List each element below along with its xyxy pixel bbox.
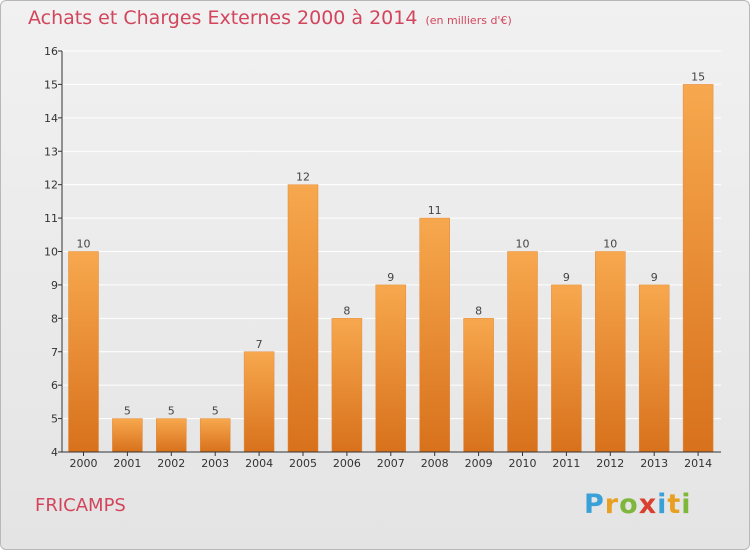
data-label-2001: 5 [124, 405, 131, 418]
y-tick-label: 7 [51, 346, 58, 359]
x-tick-label-2009: 2009 [465, 457, 493, 470]
data-label-2013: 9 [651, 271, 658, 284]
data-label-2009: 8 [475, 304, 482, 317]
y-tick-label: 12 [44, 179, 58, 192]
x-tick-label-2004: 2004 [245, 457, 273, 470]
data-label-2010: 10 [516, 238, 530, 251]
x-tick-label-2014: 2014 [684, 457, 712, 470]
axes [58, 50, 721, 456]
data-label-2007: 9 [387, 271, 394, 284]
x-tick-label-2010: 2010 [509, 457, 537, 470]
data-label-2004: 7 [256, 338, 263, 351]
y-tick-label: 5 [51, 413, 58, 426]
bar-2013 [638, 284, 670, 453]
y-tick-label: 4 [51, 446, 58, 459]
x-tick-label-2011: 2011 [552, 457, 580, 470]
data-label-2000: 10 [77, 238, 91, 251]
data-label-2005: 12 [296, 171, 310, 184]
bar-2010 [507, 251, 538, 453]
x-tick-label-2012: 2012 [596, 457, 624, 470]
bars [68, 84, 714, 453]
x-tick-label-2001: 2001 [113, 457, 141, 470]
bar-2001 [112, 418, 143, 453]
chart-unit: (en milliers d'€) [425, 14, 512, 27]
bar-2009 [463, 318, 494, 453]
data-label-2006: 8 [343, 304, 350, 317]
y-tick-label: 16 [44, 45, 58, 58]
city-name: FRICAMPS [35, 495, 126, 516]
bar-2004 [243, 351, 275, 453]
y-tick-label: 14 [44, 112, 58, 125]
bar-2005 [287, 184, 319, 453]
x-tick-label-2002: 2002 [157, 457, 185, 470]
data-label-2012: 10 [603, 238, 617, 251]
bar-2003 [199, 418, 231, 453]
bar-2014 [682, 84, 714, 453]
data-label-2011: 9 [563, 271, 570, 284]
y-tick-label: 13 [44, 145, 58, 158]
data-label-2002: 5 [168, 405, 175, 418]
x-tick-label-2000: 2000 [70, 457, 98, 470]
x-tick-label-2007: 2007 [377, 457, 405, 470]
bar-2012 [595, 251, 626, 453]
x-tick-label-2008: 2008 [421, 457, 449, 470]
y-tick-label: 15 [44, 78, 58, 91]
bar-2008 [419, 217, 450, 453]
labels: 4 5 6 7 8 9 10 11 12 13 14 15 16 10 2000 5 2001 5 2002 5 200… [44, 45, 712, 470]
y-tick-label: 11 [44, 212, 58, 225]
bar-2002 [156, 418, 187, 453]
y-tick-label: 10 [44, 246, 58, 259]
chart-title: Achats et Charges Externes 2000 à 2014 (e… [28, 7, 512, 29]
bar-2000 [68, 251, 99, 453]
x-tick-label-2006: 2006 [333, 457, 361, 470]
data-label-2008: 11 [428, 204, 442, 217]
bar-2011 [551, 284, 582, 453]
bar-2007 [375, 284, 407, 453]
y-tick-label: 8 [51, 312, 58, 325]
proxiti-logo[interactable]: Proxiti [584, 489, 692, 520]
chart-title-text: Achats et Charges Externes 2000 à 2014 [28, 7, 418, 29]
x-tick-label-2003: 2003 [201, 457, 229, 470]
x-tick-label-2005: 2005 [289, 457, 317, 470]
data-label-2003: 5 [212, 405, 219, 418]
y-tick-label: 9 [51, 279, 58, 292]
data-label-2014: 15 [691, 70, 705, 83]
x-tick-label-2013: 2013 [640, 457, 668, 470]
y-tick-label: 6 [51, 379, 58, 392]
bar-2006 [331, 318, 363, 453]
